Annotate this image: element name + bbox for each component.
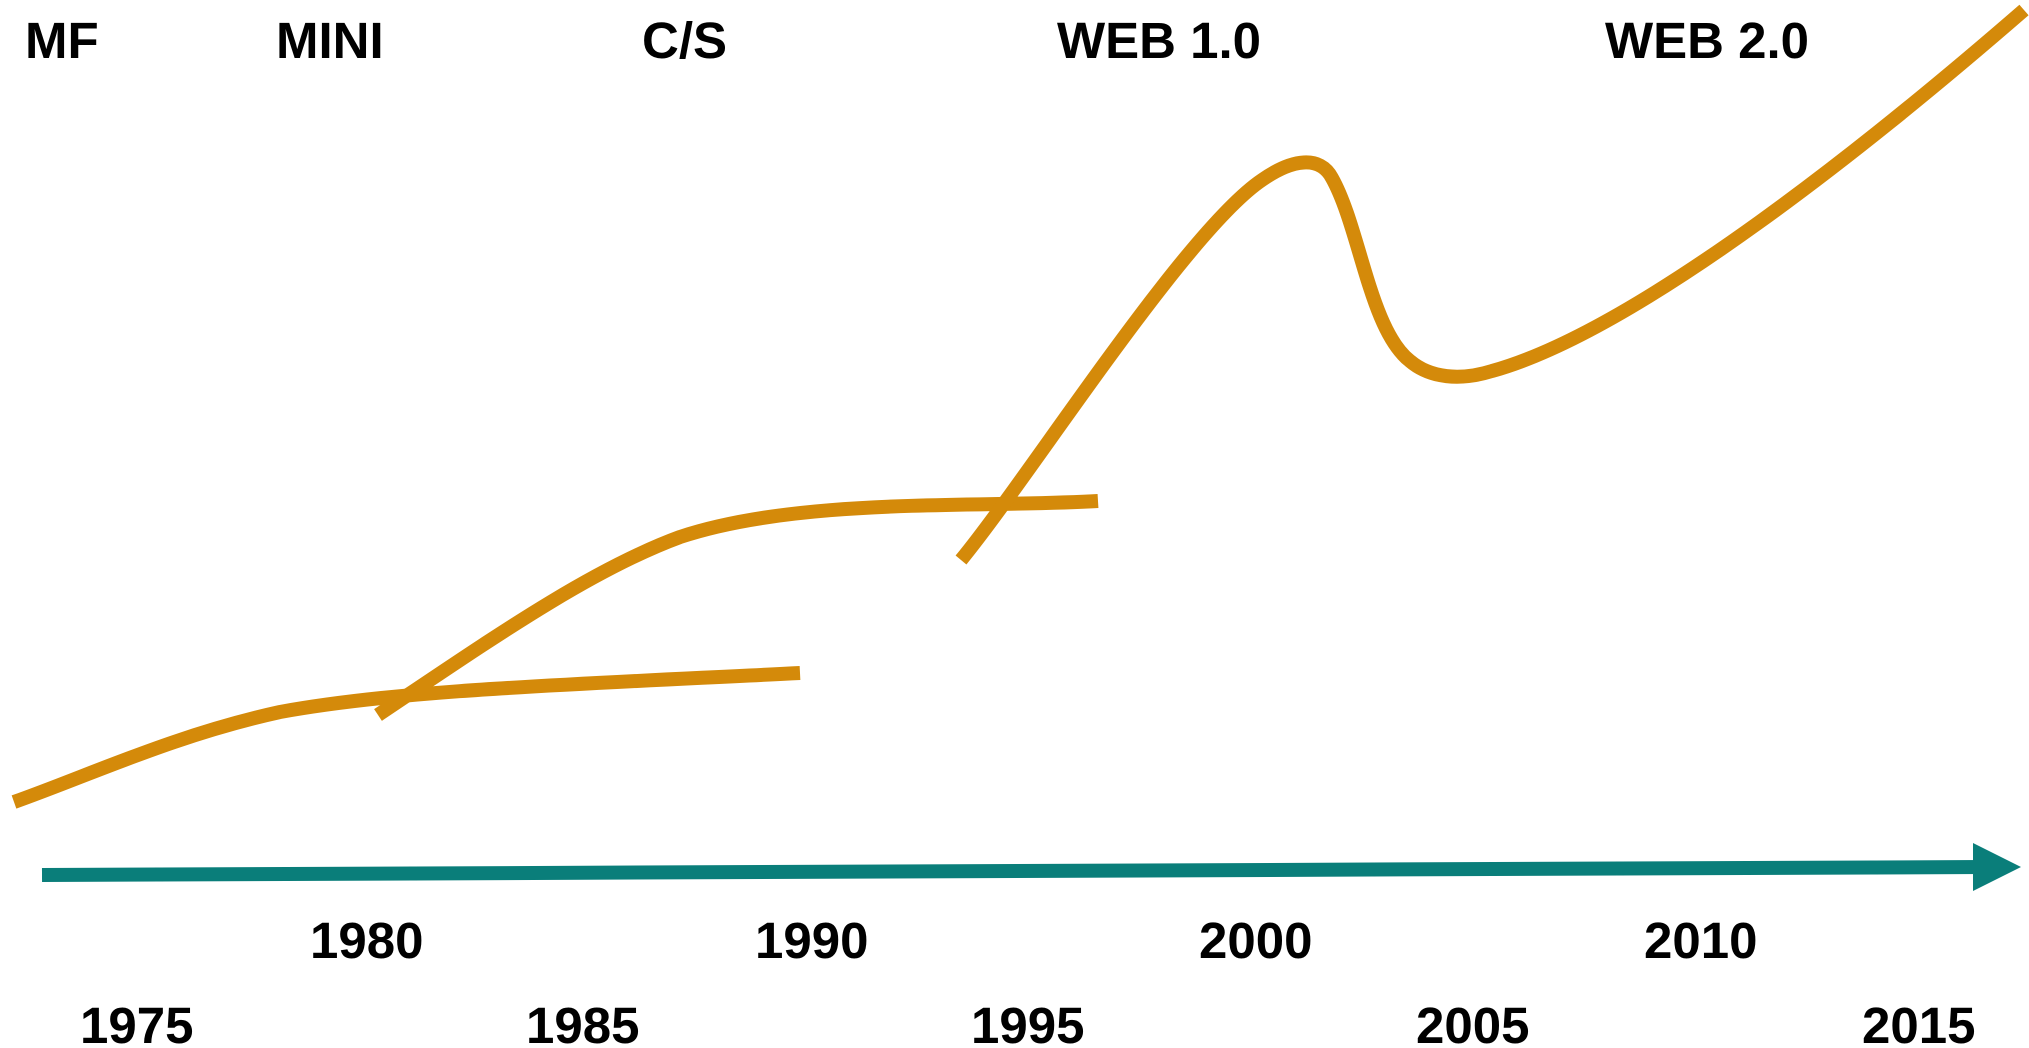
curve-mini xyxy=(374,494,1099,721)
curve-web1 xyxy=(955,4,2029,565)
timeline-arrow xyxy=(41,843,2021,891)
year-label-1980: 1980 xyxy=(310,912,423,969)
era-label-mini: MINI xyxy=(276,12,384,69)
timeline-arrowhead xyxy=(1973,843,2021,891)
year-label-2015: 2015 xyxy=(1862,997,1975,1048)
year-label-1995: 1995 xyxy=(971,997,1084,1048)
year-labels-upper: 1980 1990 2000 2010 xyxy=(310,912,1757,969)
year-label-2010: 2010 xyxy=(1644,912,1757,969)
year-label-2000: 2000 xyxy=(1199,912,1312,969)
year-label-2005: 2005 xyxy=(1416,997,1529,1048)
year-label-1975: 1975 xyxy=(80,997,193,1048)
era-label-web1: WEB 1.0 xyxy=(1057,12,1261,69)
curve-mf xyxy=(11,666,801,809)
era-label-mf: MF xyxy=(25,12,99,69)
adoption-curves xyxy=(11,4,2029,809)
era-label-cs: C/S xyxy=(642,12,727,69)
year-labels-lower: 1975 1985 1995 2005 2015 xyxy=(80,997,1975,1048)
era-label-web2: WEB 2.0 xyxy=(1605,12,1809,69)
year-label-1990: 1990 xyxy=(755,912,868,969)
timeline-axis xyxy=(41,860,1986,882)
year-label-1985: 1985 xyxy=(526,997,639,1048)
